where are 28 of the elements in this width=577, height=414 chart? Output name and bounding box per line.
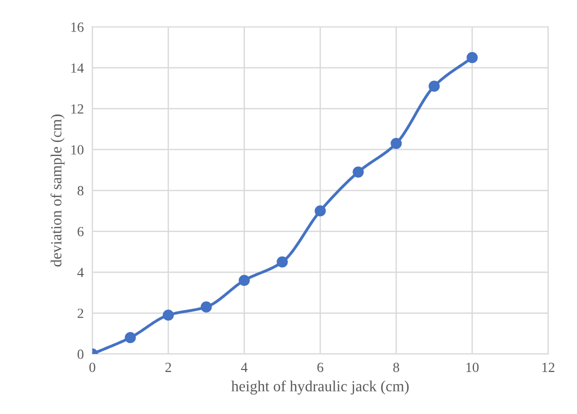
y-axis-title: deviation of sample (cm) [50, 114, 65, 266]
y-tick-label: 0 [78, 350, 84, 359]
x-tick-label: 6 [317, 362, 324, 372]
point [352, 166, 364, 178]
point [276, 256, 288, 268]
y-tick-label: 10 [71, 145, 84, 155]
point [200, 301, 212, 313]
point [314, 205, 326, 216]
x-tick-label: 10 [466, 362, 479, 372]
point [238, 274, 250, 286]
x-tick-label: 2 [165, 362, 171, 372]
x-tick-label: 8 [393, 362, 400, 372]
y-tick-label: 14 [71, 63, 84, 73]
point [390, 138, 402, 149]
y-tick-label: 8 [78, 186, 84, 196]
x-tick-label: 12 [542, 362, 554, 372]
y-tick-label: 12 [71, 104, 84, 114]
x-tick-label: 0 [89, 362, 96, 372]
y-tick-label: 16 [71, 22, 84, 32]
y-tick-label: 2 [78, 308, 84, 318]
point [124, 332, 136, 344]
y-tick-label: 4 [77, 268, 84, 278]
point [162, 310, 174, 321]
x-axis-title: height of hydraulic jack (cm) [231, 380, 409, 395]
x-tick-label: 4 [241, 362, 248, 372]
point [428, 80, 440, 92]
point [466, 52, 478, 64]
y-tick-label: 6 [78, 226, 84, 236]
